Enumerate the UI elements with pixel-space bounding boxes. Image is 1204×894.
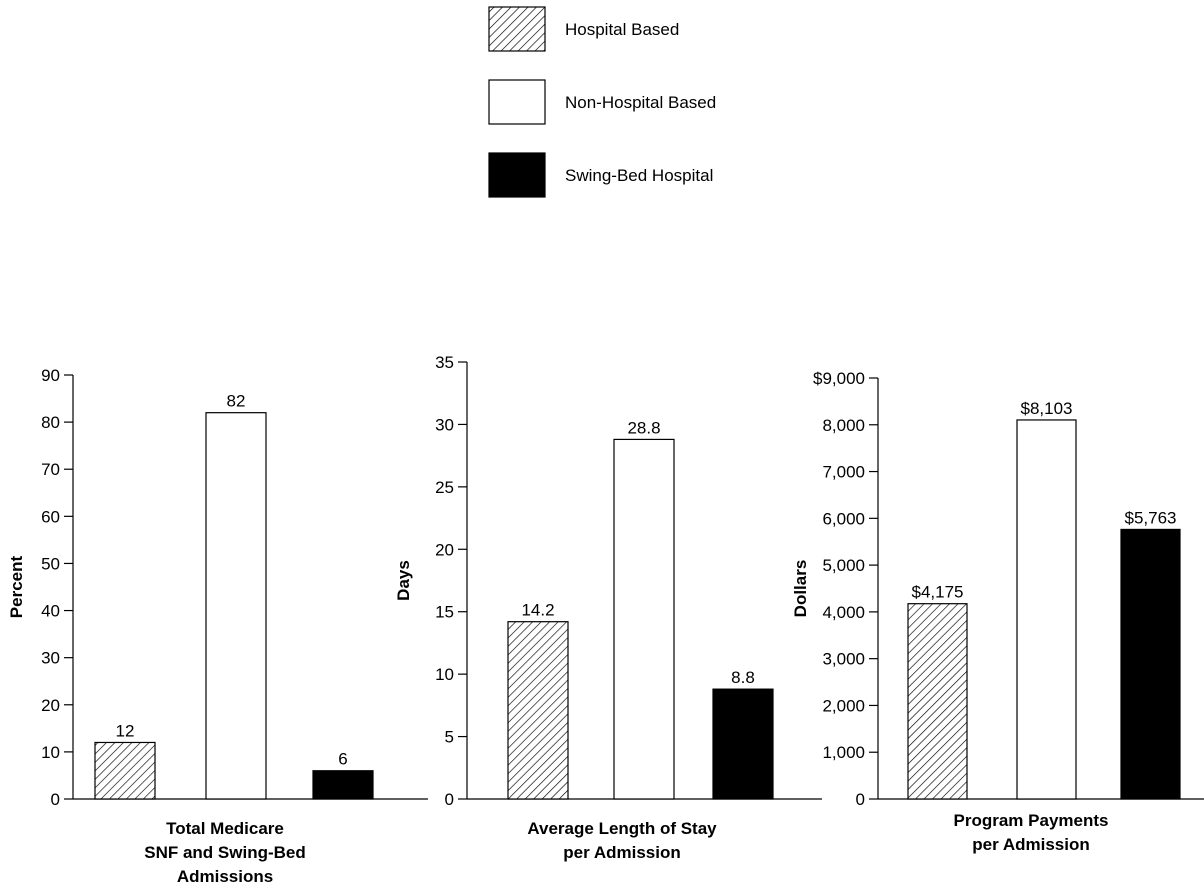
y-tick-label: 5 (445, 728, 454, 747)
bar-value-label: $4,175 (912, 583, 964, 602)
bar-value-label: 28.8 (627, 418, 660, 437)
bar-value-label: $8,103 (1021, 399, 1073, 418)
legend-label-2: Non-Hospital Based (565, 93, 716, 112)
y-tick-label: 0 (856, 790, 865, 809)
bar-2 (205, 412, 267, 800)
y-tick-label: 20 (435, 540, 454, 559)
y-tick-label: 50 (41, 554, 60, 573)
y-tick-label: 10 (435, 665, 454, 684)
bar-value-label: 8.8 (731, 668, 755, 687)
y-tick-label: 25 (435, 478, 454, 497)
y-tick-label: 4,000 (822, 603, 865, 622)
legend-label-1: Hospital Based (565, 20, 679, 39)
x-axis-title-line: per Admission (563, 843, 680, 862)
legend-swatch-2 (488, 79, 546, 125)
y-tick-label: 5,000 (822, 556, 865, 575)
panel-1: 0 10 20 30 40 50 60 70 80 90 12 82 6 Percent Total Med… (7, 366, 428, 886)
bar-2 (1016, 419, 1077, 800)
y-axis-title: Days (394, 560, 413, 601)
x-axis-title-line: SNF and Swing-Bed (144, 843, 306, 862)
bar-1 (907, 603, 968, 800)
bar-value-label: 6 (338, 750, 347, 769)
y-tick-label: 20 (41, 696, 60, 715)
y-tick-label: 6,000 (822, 509, 865, 528)
bar-3 (1120, 528, 1181, 800)
bar-2 (613, 438, 675, 800)
panel-2: 0 5 10 15 20 25 30 35 14.2 28.8 8.8 Days Average Len… (394, 353, 822, 862)
bar-1 (94, 741, 156, 800)
y-tick-label: 10 (41, 743, 60, 762)
bar-3 (712, 688, 774, 800)
bar-value-label: $5,763 (1125, 508, 1177, 527)
y-tick-label: 15 (435, 603, 454, 622)
legend-swatch-1 (488, 6, 546, 52)
y-tick-label: 0 (51, 790, 60, 809)
x-axis-title-line: Program Payments (954, 811, 1109, 830)
legend-label-3: Swing-Bed Hospital (565, 166, 713, 185)
y-tick-label: $9,000 (813, 369, 865, 388)
panel-3: 0 1,000 2,000 3,000 4,000 5,000 6,000 7,000 8,00… (791, 369, 1204, 854)
bar-3 (312, 770, 374, 800)
y-tick-label: 90 (41, 366, 60, 385)
y-axis-title: Percent (7, 555, 26, 618)
y-tick-label: 8,000 (822, 416, 865, 435)
y-tick-label: 30 (435, 415, 454, 434)
bar-1 (507, 621, 569, 800)
y-axis-title: Dollars (791, 560, 810, 618)
bar-value-label: 14.2 (521, 601, 554, 620)
x-axis-title-line: Total Medicare (166, 819, 284, 838)
legend: Hospital Based Non-Hospital Based Swing-Be… (488, 6, 716, 198)
legend-swatch-3 (488, 152, 546, 198)
y-tick-label: 80 (41, 413, 60, 432)
y-tick-label: 7,000 (822, 463, 865, 482)
y-tick-label: 3,000 (822, 650, 865, 669)
bar-value-label: 82 (227, 392, 246, 411)
y-tick-label: 40 (41, 602, 60, 621)
y-tick-label: 30 (41, 649, 60, 668)
y-tick-label: 35 (435, 353, 454, 372)
y-tick-label: 1,000 (822, 743, 865, 762)
y-tick-label: 60 (41, 507, 60, 526)
y-tick-label: 0 (445, 790, 454, 809)
x-axis-title-line: Admissions (177, 867, 273, 886)
y-tick-label: 2,000 (822, 696, 865, 715)
y-tick-label: 70 (41, 460, 60, 479)
x-axis-title-line: Average Length of Stay (527, 819, 717, 838)
x-axis-title-line: per Admission (972, 835, 1089, 854)
bar-value-label: 12 (116, 721, 135, 740)
